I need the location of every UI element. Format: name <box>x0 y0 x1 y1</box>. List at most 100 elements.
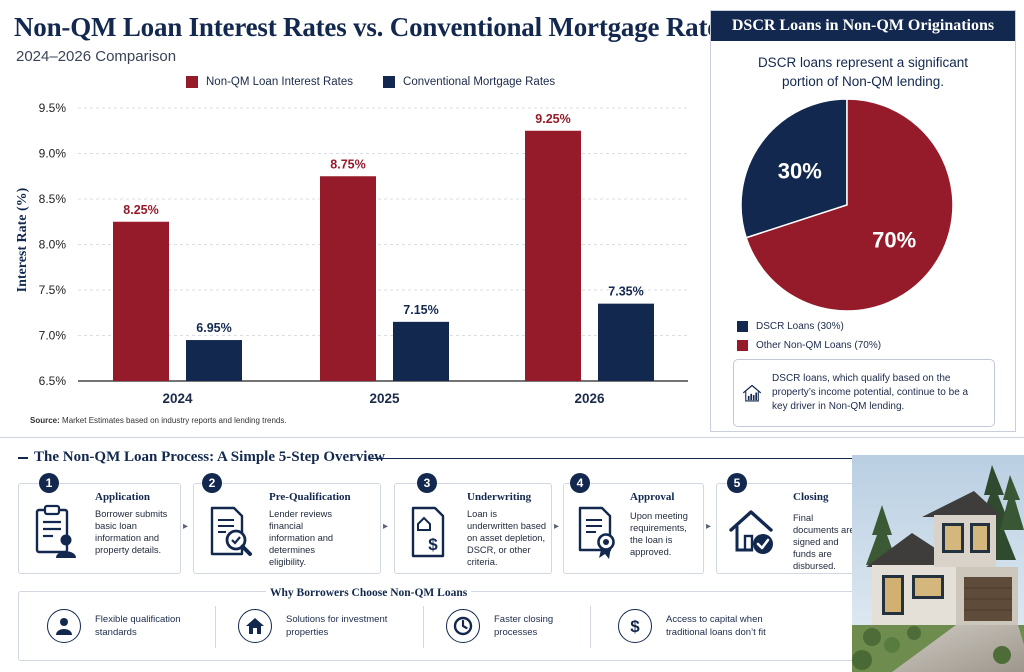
why-text-investment: Solutions for investment properties <box>286 614 388 638</box>
step-desc-closing: Final documents are signed and funds are… <box>793 513 855 571</box>
step-desc-underwriting: Loan is underwritten based on asset depl… <box>467 509 547 567</box>
legend-swatch-non-qm <box>186 76 198 88</box>
y-tick-label: 7.5% <box>39 283 67 297</box>
why-borrowers-title: Why Borrowers Choose Non-QM Loans <box>266 587 472 599</box>
pie-slice-label: 30% <box>778 159 822 184</box>
step-arrow-4: ▸ <box>706 521 712 532</box>
clock-icon <box>446 609 480 643</box>
bar-value-label: 7.35% <box>608 285 643 299</box>
legend-item-conventional: Conventional Mortgage Rates <box>383 76 555 88</box>
dscr-note: DSCR loans, which qualify based on the p… <box>733 359 995 427</box>
step-number-4: 4 <box>570 473 590 493</box>
y-tick-label: 9.0% <box>39 147 67 161</box>
pie-slice-label: 70% <box>872 227 916 252</box>
dollar-icon: $ <box>618 609 652 643</box>
why-separator <box>215 606 216 648</box>
section-divider <box>0 437 1024 438</box>
step-arrow-1: ▸ <box>183 521 189 532</box>
pie-legend-label-dscr: DSCR Loans (30%) <box>756 321 844 332</box>
y-tick-label: 9.5% <box>39 101 67 115</box>
pie-legend-label-other: Other Non-QM Loans (70%) <box>756 340 882 351</box>
bar-conventional-2025 <box>393 321 449 381</box>
why-separator <box>423 606 424 648</box>
bar-value-label: 6.95% <box>196 321 231 335</box>
clipboard-person-icon <box>35 504 76 558</box>
why-item-capital: $ Access to capital when traditional loa… <box>618 609 786 643</box>
y-axis-label: Interest Rate (%) <box>15 187 30 292</box>
why-item-flexible: Flexible qualification standards <box>47 609 195 643</box>
step-number-3: 3 <box>417 473 437 493</box>
process-title-dash <box>18 456 28 459</box>
dscr-panel-title: DSCR Loans in Non-QM Originations <box>711 11 1015 41</box>
step-arrow-2: ▸ <box>383 521 389 532</box>
source-label: Source: <box>30 416 60 425</box>
bar-value-label: 7.15% <box>403 303 438 317</box>
bar-conventional-2024 <box>186 340 242 381</box>
dscr-panel: DSCR Loans in Non-QM Originations DSCR l… <box>710 10 1016 432</box>
y-tick-label: 6.5% <box>39 374 67 388</box>
process-title-text: The Non-QM Loan Process: A Simple 5-Step… <box>34 449 385 465</box>
pie-legend: DSCR Loans (30%) Other Non-QM Loans (70%… <box>737 317 881 355</box>
dscr-note-text: DSCR loans, which qualify based on the p… <box>772 373 969 412</box>
pie-legend-swatch-dscr <box>737 321 748 332</box>
source-text: Market Estimates based on industry repor… <box>62 416 287 425</box>
bar-value-label: 8.25% <box>123 203 158 217</box>
step-desc-pre-qualification: Lender reviews financial information and… <box>269 509 334 567</box>
bar-conventional-2026 <box>598 303 654 381</box>
modern-house-illustration <box>852 455 1024 672</box>
step-number-1: 1 <box>39 473 59 493</box>
step-title-application: Application <box>95 491 151 503</box>
why-item-faster: Faster closing processes <box>446 609 584 643</box>
y-tick-label: 8.0% <box>39 238 67 252</box>
dscr-pie-chart: 30% 70% <box>740 98 954 312</box>
step-card-closing: Closing Final documents are signed and f… <box>716 483 858 574</box>
step-title-pre-qualification: Pre-Qualification <box>269 491 351 503</box>
document-magnifier-icon <box>210 506 252 556</box>
why-text-flexible: Flexible qualification standards <box>95 614 181 638</box>
step-title-underwriting: Underwriting <box>467 491 532 503</box>
why-text-capital: Access to capital when traditional loans… <box>666 614 766 638</box>
legend-label-non-qm: Non-QM Loan Interest Rates <box>206 76 354 88</box>
x-tick-label: 2025 <box>369 391 400 406</box>
house-chart-icon <box>743 384 762 402</box>
house-icon <box>238 609 272 643</box>
pie-legend-item-dscr: DSCR Loans (30%) <box>737 317 881 336</box>
step-number-2: 2 <box>202 473 222 493</box>
page-subtitle: 2024–2026 Comparison <box>16 48 177 65</box>
bar-value-label: 8.75% <box>330 157 365 171</box>
certificate-icon <box>578 506 615 559</box>
why-separator <box>590 606 591 648</box>
document-dollar-icon: $ <box>411 506 445 558</box>
y-tick-label: 8.5% <box>39 192 67 206</box>
x-tick-label: 2026 <box>574 391 605 406</box>
chart-source: Source: Market Estimates based on indust… <box>30 416 287 425</box>
legend-label-conventional: Conventional Mortgage Rates <box>403 76 556 88</box>
pie-slice-dscr <box>740 98 848 239</box>
step-card-application: Application Borrower submits basic loan … <box>18 483 181 574</box>
legend-item-non-qm: Non-QM Loan Interest Rates <box>186 76 353 88</box>
step-desc-application: Borrower submits basic loan information … <box>95 509 168 555</box>
why-text-faster: Faster closing processes <box>494 614 554 638</box>
step-card-pre-qualification: Pre-Qualification Lender reviews financi… <box>193 483 381 574</box>
y-tick-label: 7.0% <box>39 329 67 343</box>
step-desc-approval: Upon meeting requirements, the loan is a… <box>630 511 688 557</box>
pie-legend-item-other: Other Non-QM Loans (70%) <box>737 336 881 355</box>
pie-slice-other <box>745 98 954 312</box>
svg-text:$: $ <box>630 617 640 636</box>
step-number-5: 5 <box>727 473 747 493</box>
x-tick-label: 2024 <box>162 391 193 406</box>
legend-swatch-conventional <box>383 76 396 88</box>
step-title-closing: Closing <box>793 491 829 503</box>
dscr-intro: DSCR loans represent a significant porti… <box>757 55 969 89</box>
person-icon <box>47 609 81 643</box>
bar-non-qm-2024 <box>113 221 169 381</box>
bar-chart-legend: Non-QM Loan Interest Rates Conventional … <box>186 76 555 88</box>
step-card-approval: Approval Upon meeting requirements, the … <box>563 483 704 574</box>
bar-value-label: 9.25% <box>535 112 570 126</box>
process-title-rule <box>370 458 860 459</box>
bar-non-qm-2025 <box>320 176 376 381</box>
pie-legend-swatch-other <box>737 340 748 351</box>
bar-non-qm-2026 <box>525 130 581 381</box>
svg-text:$: $ <box>428 535 438 554</box>
page-title: Non-QM Loan Interest Rates vs. Conventio… <box>14 12 730 42</box>
